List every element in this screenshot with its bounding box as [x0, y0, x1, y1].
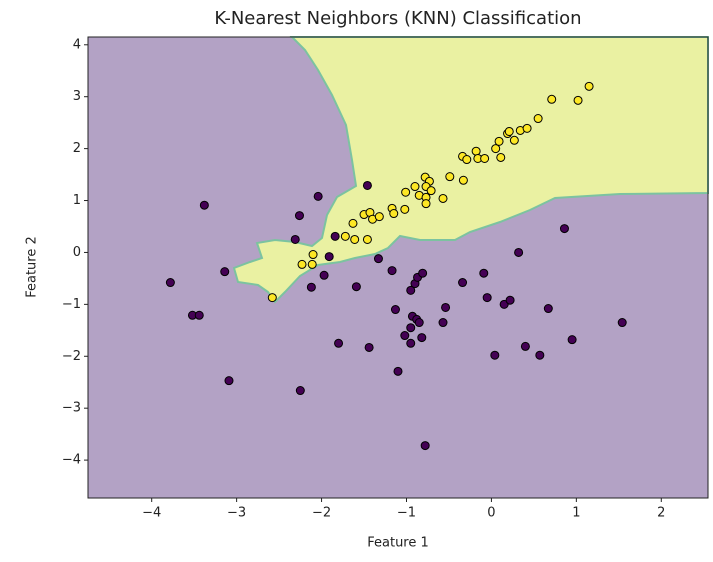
point	[480, 153, 490, 163]
point	[340, 231, 350, 241]
point	[426, 186, 436, 196]
point	[393, 366, 403, 376]
point	[479, 268, 489, 278]
point	[324, 252, 334, 262]
point	[307, 259, 317, 269]
y-tick-label: 4	[73, 37, 81, 52]
point	[445, 172, 455, 182]
point	[471, 146, 481, 156]
point	[400, 331, 410, 341]
point	[362, 180, 372, 190]
point	[351, 282, 361, 292]
point	[406, 338, 416, 348]
point	[441, 302, 451, 312]
point	[313, 191, 323, 201]
point	[374, 212, 384, 222]
point	[520, 341, 530, 351]
x-tick-label: −4	[142, 506, 161, 521]
y-axis-label: Feature 2	[25, 236, 40, 298]
point	[387, 266, 397, 276]
point	[504, 126, 514, 136]
point	[400, 204, 410, 214]
point	[306, 282, 316, 292]
plot-frame	[87, 36, 709, 499]
point	[438, 318, 448, 328]
point	[421, 199, 431, 209]
point	[509, 135, 519, 145]
point	[494, 136, 504, 146]
point	[389, 209, 399, 219]
point	[390, 305, 400, 315]
point	[165, 278, 175, 288]
point	[267, 293, 277, 303]
y-tick-label: −1	[62, 297, 81, 312]
point	[543, 304, 553, 314]
point	[584, 81, 594, 91]
point	[410, 182, 420, 192]
y-tick-label: 1	[73, 193, 81, 208]
point	[418, 268, 428, 278]
point	[482, 293, 492, 303]
point	[458, 175, 468, 185]
point	[420, 441, 430, 451]
point	[567, 335, 577, 345]
point	[559, 224, 569, 234]
point	[458, 278, 468, 288]
point	[547, 94, 557, 104]
x-tick-label: 0	[487, 506, 495, 521]
point	[364, 342, 374, 352]
point	[199, 200, 209, 210]
point	[573, 95, 583, 105]
point	[514, 247, 524, 257]
y-tick-label: 2	[73, 141, 81, 156]
point	[401, 187, 411, 197]
point	[319, 270, 329, 280]
point	[224, 376, 234, 386]
x-tick-label: −1	[397, 506, 416, 521]
y-tick-label: −3	[62, 401, 81, 416]
point	[330, 231, 340, 241]
x-tick-label: −3	[227, 506, 246, 521]
y-tick-label: 3	[73, 89, 81, 104]
point	[194, 310, 204, 320]
point	[220, 267, 230, 277]
point	[522, 123, 532, 133]
point	[297, 259, 307, 269]
point	[348, 218, 358, 228]
x-tick-label: 2	[657, 506, 665, 521]
point	[290, 234, 300, 244]
point	[438, 193, 448, 203]
chart-title: K-Nearest Neighbors (KNN) Classification	[214, 8, 581, 29]
y-tick-label: 0	[73, 245, 81, 260]
point	[417, 333, 427, 343]
point	[373, 254, 383, 264]
x-tick-label: 1	[572, 506, 580, 521]
point	[505, 295, 515, 305]
point	[491, 144, 501, 154]
point	[406, 285, 416, 295]
point	[334, 338, 344, 348]
point	[462, 155, 472, 165]
point	[490, 350, 500, 360]
point	[362, 234, 372, 244]
point	[308, 250, 318, 260]
point	[350, 234, 360, 244]
point	[294, 211, 304, 221]
point	[406, 323, 416, 333]
point	[295, 386, 305, 396]
point	[533, 114, 543, 124]
point	[617, 318, 627, 328]
x-tick-label: −2	[312, 506, 331, 521]
point	[535, 350, 545, 360]
x-axis-label: Feature 1	[367, 536, 429, 551]
point	[414, 318, 424, 328]
y-tick-label: −2	[62, 349, 81, 364]
point	[496, 152, 506, 162]
y-tick-label: −4	[62, 453, 81, 468]
